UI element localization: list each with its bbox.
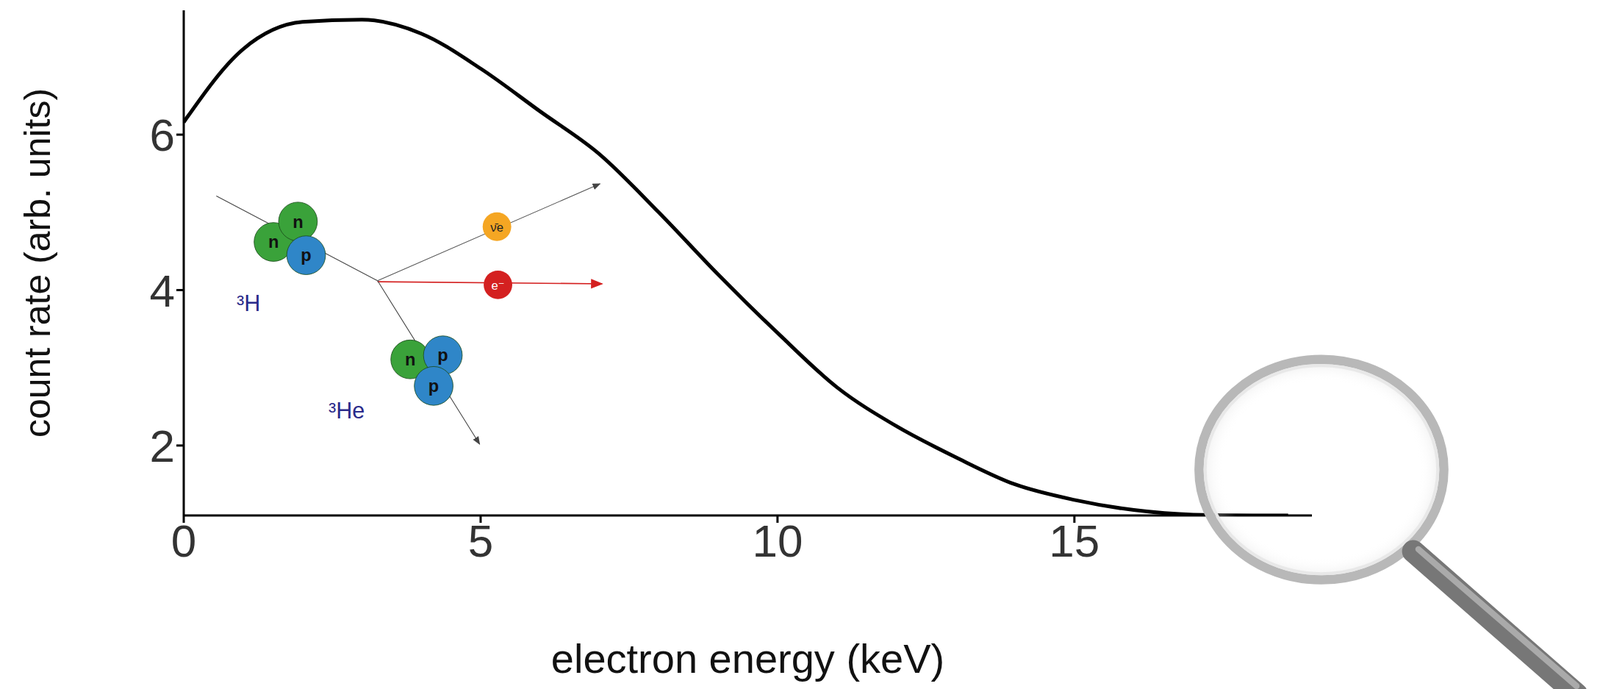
- svg-text:6: 6: [149, 109, 175, 161]
- svg-text:count rate (arb. units): count rate (arb. units): [16, 88, 59, 438]
- svg-text:15: 15: [1048, 515, 1100, 566]
- svg-text:p: p: [300, 245, 311, 265]
- svg-text:electron energy (keV): electron energy (keV): [551, 635, 945, 682]
- svg-text:e⁻: e⁻: [491, 278, 505, 293]
- svg-text:2: 2: [149, 420, 175, 472]
- svg-text:³H: ³H: [236, 290, 261, 316]
- svg-text:4: 4: [149, 265, 175, 317]
- svg-text:0: 0: [171, 515, 197, 566]
- svg-text:n: n: [404, 349, 416, 369]
- svg-text:p: p: [437, 345, 448, 365]
- svg-text:p: p: [428, 376, 439, 396]
- svg-text:10: 10: [751, 515, 803, 566]
- svg-text:³He: ³He: [328, 397, 365, 423]
- svg-text:n: n: [292, 212, 303, 232]
- svg-text:ν̄e: ν̄e: [490, 220, 504, 235]
- svg-text:5: 5: [468, 515, 494, 566]
- svg-text:n: n: [268, 232, 279, 252]
